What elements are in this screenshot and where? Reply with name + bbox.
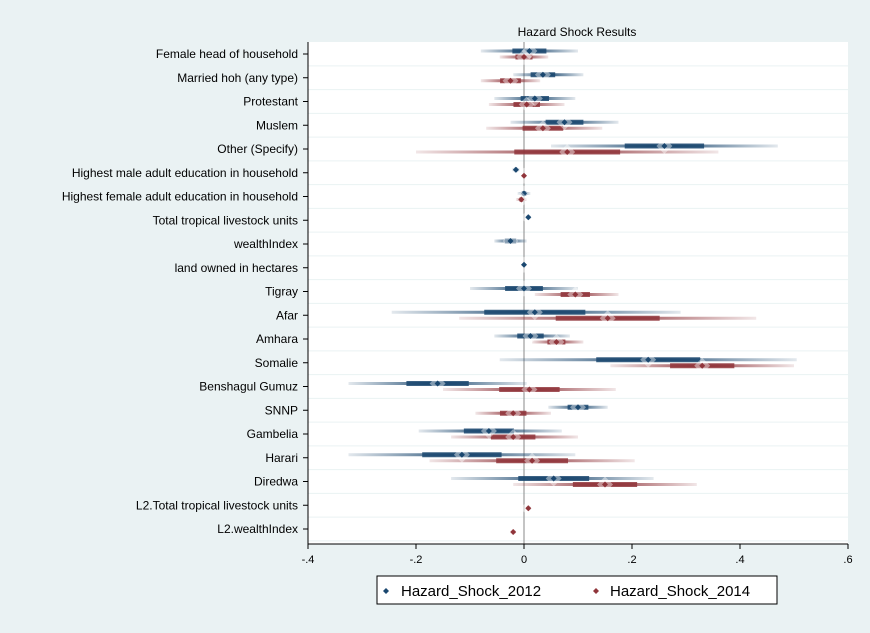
estimate-point-0: [561, 119, 568, 126]
category-label: Gambelia: [247, 427, 299, 441]
x-tick-label: -.2: [410, 554, 423, 566]
estimate-point-0: [645, 356, 652, 363]
legend-marker-2012: [383, 588, 389, 594]
category-label: Highest male adult education in househol…: [72, 166, 298, 180]
estimate-point-0: [512, 166, 519, 173]
estimate-point-0: [550, 475, 557, 482]
estimate-point-1: [602, 481, 608, 488]
estimate-point-0: [521, 261, 527, 268]
x-tick-label: .6: [843, 554, 852, 566]
estimate-point-1: [521, 172, 527, 179]
estimate-point-0: [434, 380, 441, 387]
category-label: Afar: [276, 308, 298, 322]
category-label: Highest female adult education in househ…: [62, 190, 298, 204]
category-label: Other (Specify): [217, 142, 298, 156]
estimate-point-0: [527, 333, 534, 339]
estimate-point-1: [510, 529, 517, 535]
category-labels: Female head of household Married hoh (any…: [62, 42, 309, 544]
x-axis: -.4 -.2 0 .2 .4 .6: [302, 543, 853, 566]
category-label: Amhara: [256, 332, 298, 346]
estimate-point-1: [553, 339, 560, 345]
estimate-point-1: [572, 291, 579, 298]
category-label: Somalie: [255, 356, 299, 370]
estimate-point-1: [518, 196, 525, 203]
estimate-point-1: [523, 101, 530, 108]
estimate-point-0: [539, 71, 546, 78]
estimate-point-1: [521, 54, 527, 60]
category-label: Muslem: [256, 118, 298, 132]
estimate-point-1: [510, 410, 517, 417]
estimate-point-0: [458, 451, 465, 458]
x-tick-label: .4: [735, 554, 744, 566]
estimate-point-0: [526, 48, 533, 54]
estimate-point-0: [531, 95, 538, 102]
estimate-point-1: [539, 125, 546, 132]
legend-label-2014: Hazard_Shock_2014: [610, 583, 750, 600]
category-label: Harari: [265, 451, 298, 465]
estimate-point-1: [526, 386, 533, 393]
estimate-point-1: [604, 315, 611, 322]
category-label: wealthIndex: [233, 237, 298, 251]
category-label: Diredwa: [254, 475, 298, 489]
category-label: L2.wealthIndex: [217, 522, 298, 536]
point-estimates: [429, 43, 711, 540]
category-label: Total tropical livestock units: [153, 213, 298, 227]
category-label: L2.Total tropical livestock units: [136, 498, 298, 512]
estimate-point-0: [521, 190, 527, 197]
estimate-point-0: [485, 428, 492, 434]
category-label: Married hoh (any type): [177, 71, 298, 85]
category-label: Female head of household: [156, 47, 298, 61]
legend-box: [376, 575, 778, 605]
x-tick-label: .2: [627, 554, 636, 566]
legend: Hazard_Shock_2012 Hazard_Shock_2014: [376, 575, 778, 605]
estimate-point-1: [529, 457, 536, 464]
estimate-point-0: [521, 285, 527, 292]
category-label: Benshagul Gumuz: [199, 380, 298, 394]
estimate-point-0: [531, 309, 538, 316]
legend-marker-2014: [593, 588, 599, 594]
estimate-point-1: [507, 77, 514, 84]
estimate-point-1: [699, 362, 706, 369]
grid-layer: [308, 65, 848, 542]
legend-label-2012: Hazard_Shock_2012: [401, 583, 541, 600]
x-tick-label: -.4: [302, 554, 315, 566]
category-label: Protestant: [243, 95, 298, 109]
estimate-point-1: [510, 434, 517, 440]
x-tick-label: 0: [521, 554, 527, 566]
estimate-point-0: [575, 404, 581, 411]
estimate-point-1: [564, 149, 571, 155]
category-label: land owned in hectares: [175, 261, 298, 275]
category-label: Tigray: [265, 285, 298, 299]
estimate-point-1: [525, 505, 532, 512]
estimate-point-0: [525, 214, 532, 221]
category-label: SNNP: [265, 403, 298, 417]
chart-title: Hazard Shock Results: [518, 25, 637, 39]
estimate-point-0: [661, 143, 668, 149]
estimate-point-0: [507, 238, 514, 244]
